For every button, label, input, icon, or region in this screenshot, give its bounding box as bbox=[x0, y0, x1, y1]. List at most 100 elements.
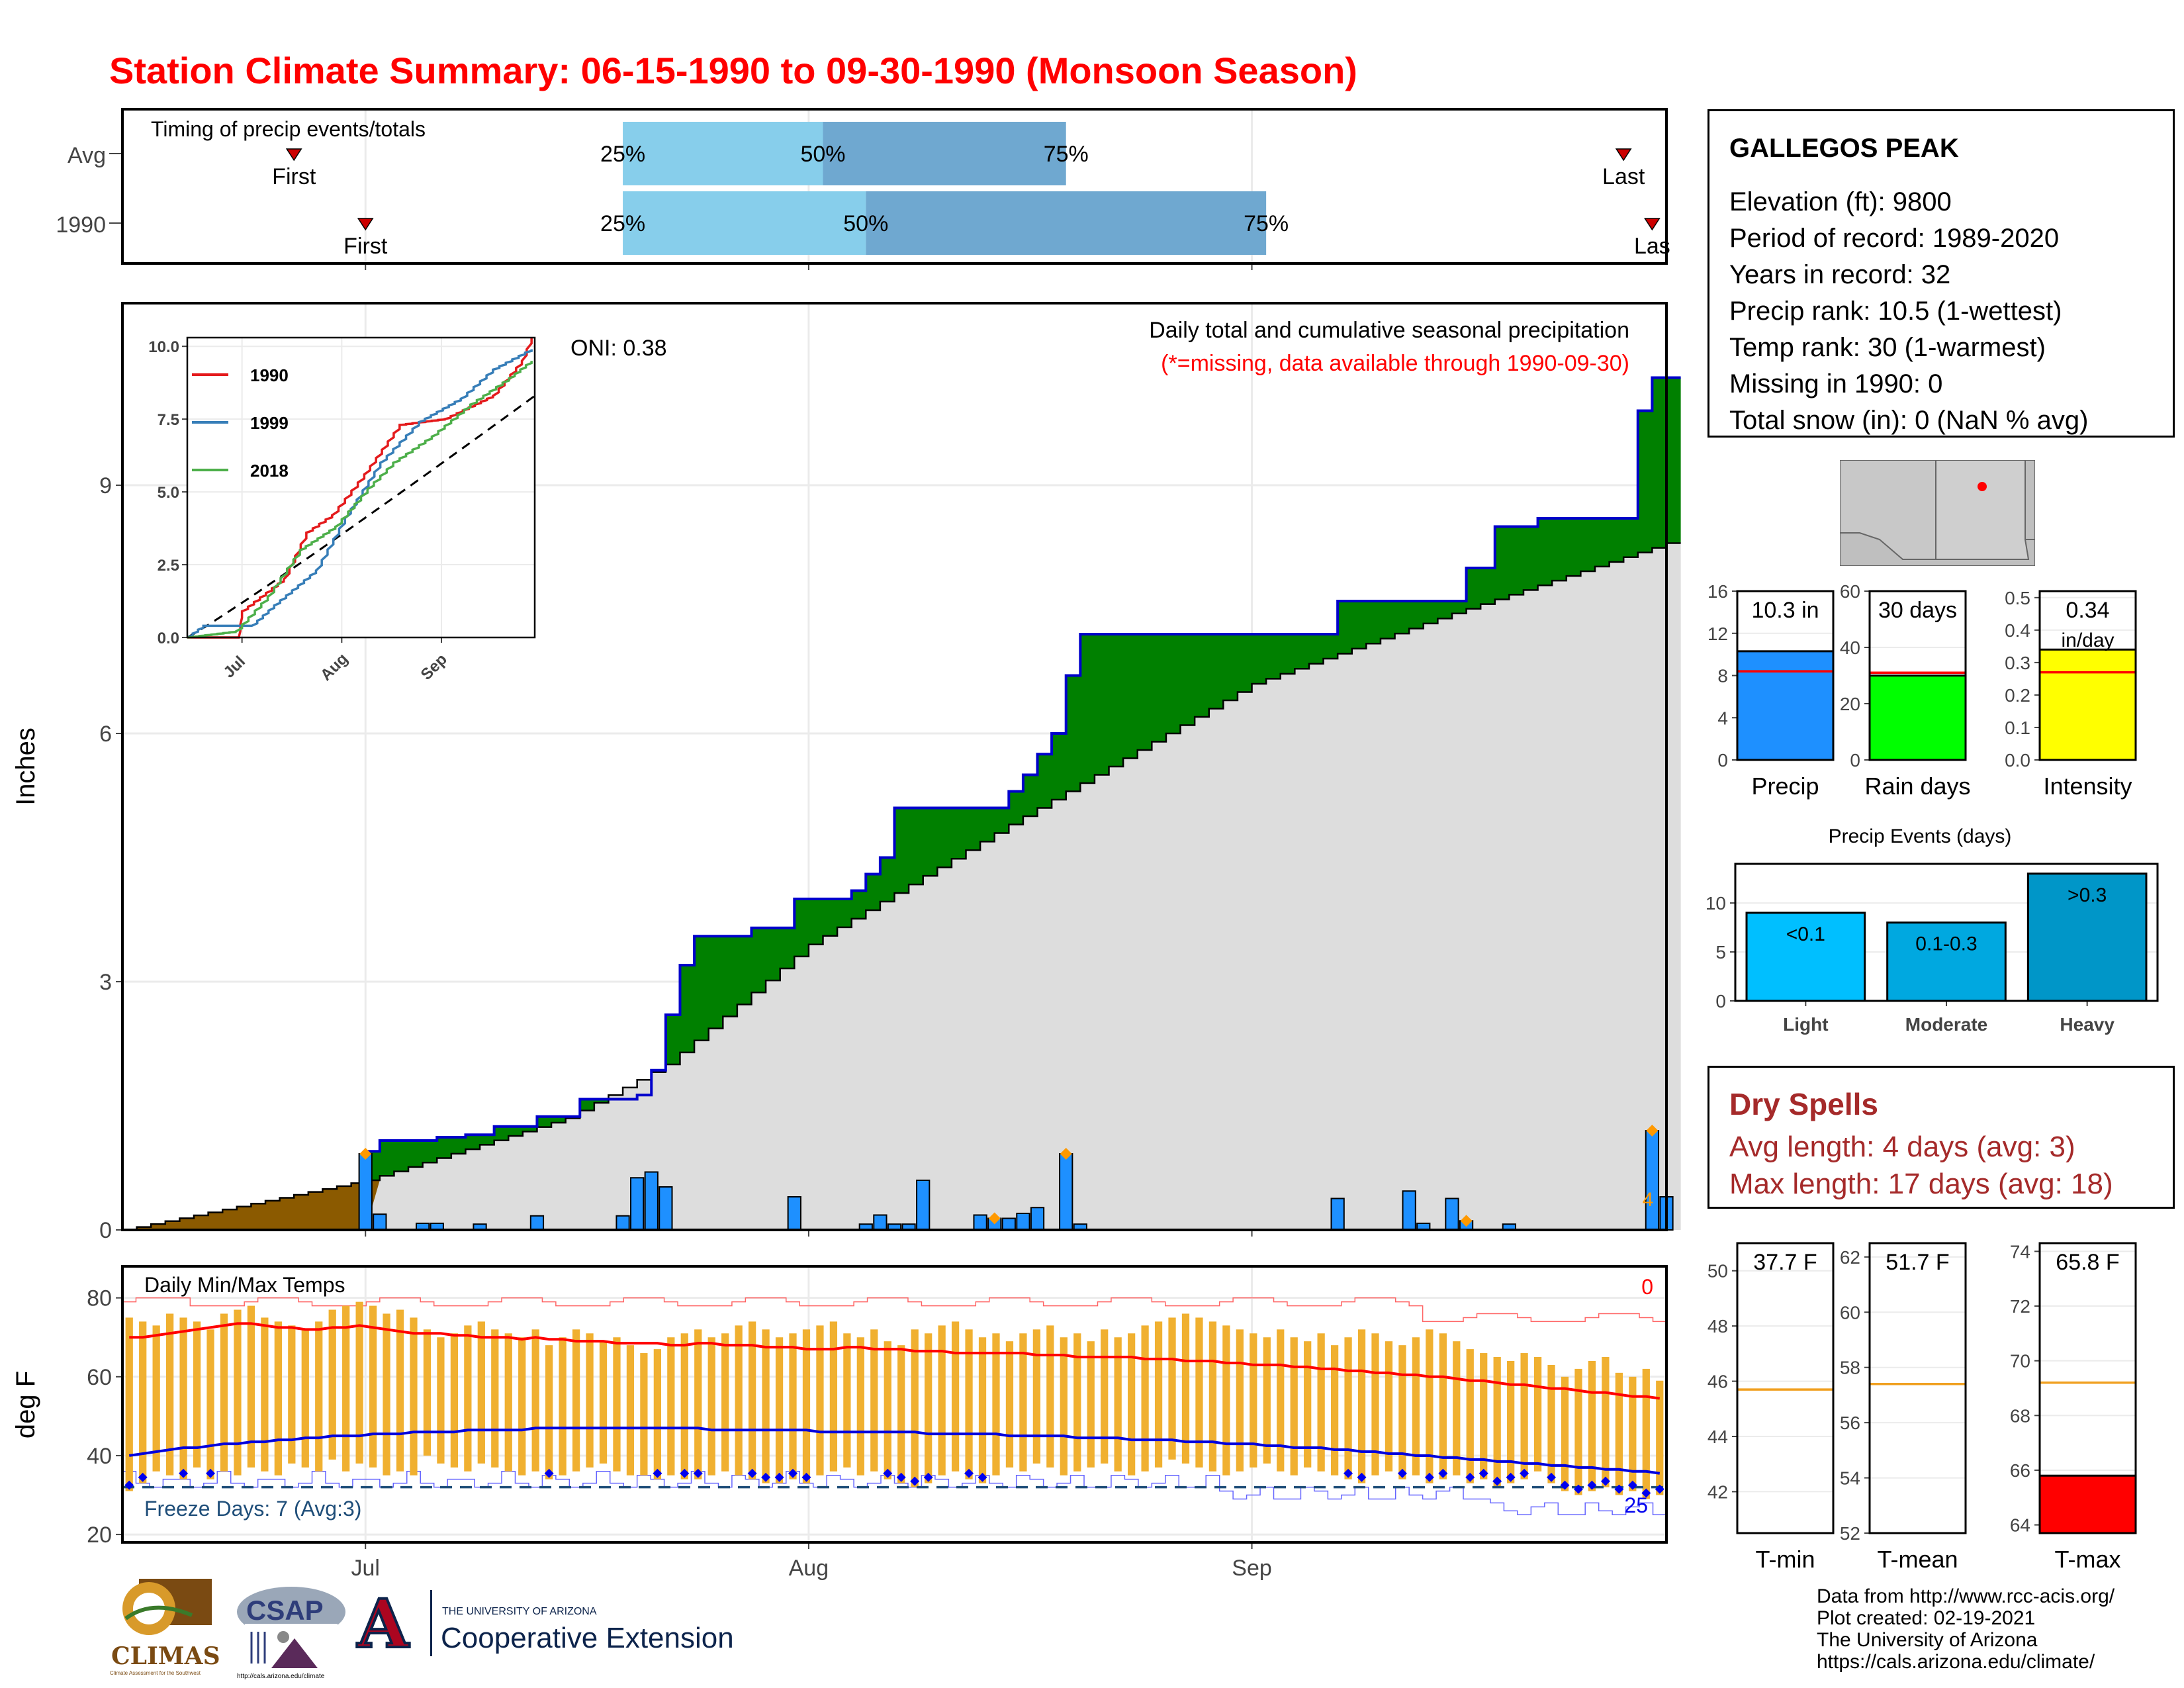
daily-temp-bar bbox=[856, 1337, 864, 1476]
daily-precip-bar bbox=[1059, 1153, 1073, 1231]
quantile-50-75-bar bbox=[823, 122, 1066, 185]
daily-temp-bar bbox=[843, 1333, 851, 1468]
daily-temp-bar bbox=[694, 1329, 702, 1479]
category-label: Precip bbox=[1751, 773, 1819, 800]
y-tick-label: 0 bbox=[1715, 991, 1726, 1011]
daily-temp-bar bbox=[328, 1309, 336, 1460]
page-title: Station Climate Summary: 06-15-1990 to 0… bbox=[109, 50, 1357, 91]
value-bar bbox=[1868, 675, 1967, 761]
y-tick-label: 74 bbox=[2010, 1241, 2030, 1262]
timing-panel-border bbox=[121, 108, 1668, 265]
y-tick-label: 62 bbox=[1840, 1247, 1860, 1268]
daily-precip-bar bbox=[358, 1153, 373, 1231]
cold-day-marker-icon bbox=[1343, 1468, 1353, 1478]
daily-temp-bar bbox=[355, 1301, 363, 1464]
y-tick-label: 52 bbox=[1840, 1523, 1860, 1544]
daily-temp-bar bbox=[531, 1329, 539, 1472]
cold-day-marker-icon bbox=[978, 1472, 987, 1482]
daily-temp-bar bbox=[423, 1329, 432, 1456]
oni-label: ONI: 0.38 bbox=[570, 336, 667, 361]
climas-logo-subtitle: Climate Assessment for the Southwest bbox=[110, 1670, 201, 1676]
record-high-line bbox=[122, 1297, 1666, 1323]
y-tick-label: 3 bbox=[99, 970, 112, 995]
record-event-marker-icon bbox=[988, 1212, 1001, 1225]
daily-temp-bar bbox=[464, 1325, 472, 1472]
daily-temp-bar bbox=[829, 1321, 838, 1472]
y-axis-label: deg F bbox=[11, 1371, 40, 1438]
inset-y-tick-label: 10.0 bbox=[148, 338, 179, 356]
cold-day-marker-icon bbox=[1627, 1480, 1637, 1490]
daily-temp-bar bbox=[437, 1337, 445, 1464]
cold-day-marker-icon bbox=[1506, 1472, 1516, 1482]
daily-temp-bar bbox=[762, 1329, 770, 1483]
y-tick-label: 0.5 bbox=[2005, 588, 2030, 608]
panel-border bbox=[1736, 590, 1835, 761]
precip-events-border bbox=[1734, 863, 2159, 1002]
corner-count-label: 4 bbox=[1643, 1189, 1654, 1211]
daily-temp-bar bbox=[301, 1329, 309, 1468]
daily-temp-bar bbox=[315, 1321, 323, 1472]
value-label: 30 days bbox=[1878, 598, 1957, 623]
daily-temp-bar bbox=[653, 1349, 661, 1479]
daily-temp-bar bbox=[735, 1325, 743, 1476]
dry-spells-panel: Dry Spells Avg length: 4 days (avg: 3) M… bbox=[1707, 1066, 2175, 1209]
daily-temp-bar bbox=[965, 1329, 973, 1479]
y-tick-label: 60 bbox=[87, 1365, 112, 1390]
daily-temp-bar bbox=[220, 1313, 228, 1472]
dry-spells-avg-length: Avg length: 4 days (avg: 3) bbox=[1729, 1131, 2075, 1163]
inset-series-line-2018 bbox=[187, 361, 533, 639]
observed-cumulative-line bbox=[364, 376, 1681, 1230]
credit-line: Data from http://www.rcc-acis.org/ bbox=[1817, 1585, 2115, 1607]
cold-day-marker-icon bbox=[1655, 1484, 1664, 1494]
daily-precip-bar bbox=[1030, 1207, 1045, 1231]
daily-temp-bar bbox=[1181, 1313, 1190, 1464]
timing-row-label: Avg bbox=[68, 143, 106, 168]
timing-row-label: 1990 bbox=[56, 212, 106, 238]
tmax-panel: 64 66 68 70 72 74 65.8 F T-max bbox=[2010, 1241, 2137, 1573]
dry-spells-title: Dry Spells bbox=[1729, 1087, 1878, 1121]
csap-cloud-icon bbox=[237, 1587, 345, 1670]
daily-temp-bar bbox=[1398, 1345, 1406, 1479]
daily-temp-bar bbox=[707, 1337, 715, 1476]
quantile-25-label: 25% bbox=[600, 211, 645, 236]
value-bar bbox=[2038, 648, 2137, 761]
hot-day-count: 0 bbox=[1641, 1275, 1653, 1299]
daily-temp-bar bbox=[1060, 1337, 1068, 1476]
ua-logo-big-text: Cooperative Extension bbox=[441, 1622, 734, 1654]
daily-temp-bar bbox=[640, 1353, 648, 1476]
station-period: Period of record: 1989-2020 bbox=[1729, 224, 2060, 253]
data-credits: Data from http://www.rcc-acis.org/ Plot … bbox=[1817, 1585, 2115, 1673]
station-temp-rank: Temp rank: 30 (1-warmest) bbox=[1729, 333, 2046, 362]
daily-precip-bar bbox=[373, 1213, 387, 1231]
y-tick-label: 40 bbox=[87, 1444, 112, 1469]
daily-temp-bar bbox=[1426, 1329, 1433, 1483]
y-tick-label: 40 bbox=[1840, 637, 1860, 658]
daily-temp-bar bbox=[897, 1345, 905, 1483]
inset-y-tick-label: 0.0 bbox=[158, 630, 179, 647]
daily-temp-bar bbox=[261, 1317, 269, 1472]
daily-temp-bar bbox=[613, 1337, 621, 1472]
inset-y-tick-label: 5.0 bbox=[158, 484, 179, 502]
precip-events-title: Precip Events (days) bbox=[1829, 825, 2012, 847]
daily-temp-bar bbox=[1439, 1333, 1447, 1479]
inset-background bbox=[187, 338, 535, 637]
cold-day-marker-icon bbox=[1600, 1476, 1610, 1486]
daily-temp-bar bbox=[1344, 1337, 1352, 1479]
value-label: 37.7 F bbox=[1753, 1250, 1817, 1275]
cold-day-marker-icon bbox=[138, 1472, 148, 1482]
cold-day-marker-icon bbox=[1479, 1468, 1488, 1478]
arizona-a-icon: A bbox=[356, 1583, 410, 1664]
daily-temp-bar bbox=[951, 1321, 960, 1472]
cold-day-marker-icon bbox=[1614, 1484, 1624, 1494]
cold-day-marker-icon bbox=[1465, 1472, 1475, 1482]
daily-temp-bar bbox=[504, 1333, 512, 1472]
cold-day-marker-icon bbox=[206, 1468, 216, 1478]
daily-temp-bar bbox=[1087, 1341, 1095, 1468]
climas-emblem-icon bbox=[122, 1579, 212, 1635]
daily-precip-bar bbox=[1330, 1197, 1345, 1231]
last-event-marker-icon bbox=[1644, 218, 1661, 231]
precip-panel-border bbox=[121, 302, 1668, 1231]
daily-temp-bar bbox=[1032, 1329, 1041, 1464]
quantile-50-label: 50% bbox=[800, 142, 845, 167]
